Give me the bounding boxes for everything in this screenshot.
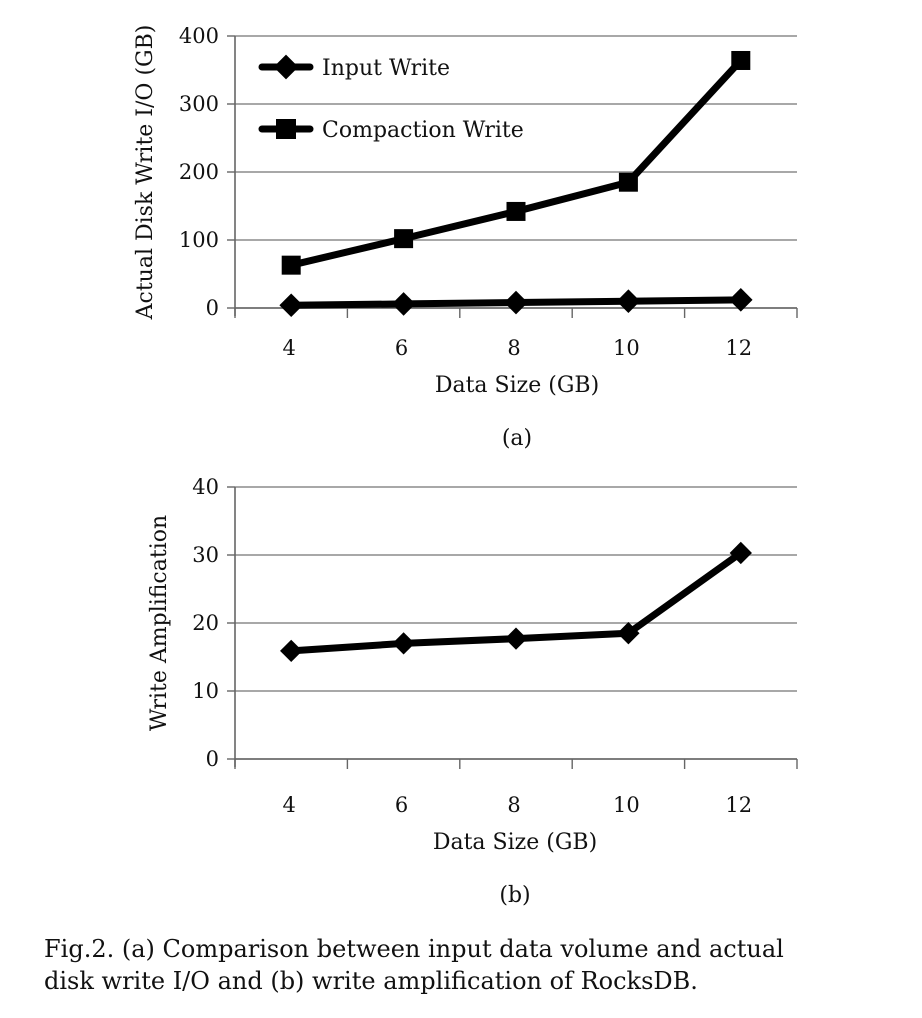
chart-b: 0 10 20 30 40 4 6 8 10 12 Data Size (GB) Write Ampl… [147, 475, 798, 908]
x-tick-label: 4 [283, 336, 296, 360]
y-tick-label: 300 [179, 92, 219, 116]
y-tick-label: 40 [192, 475, 219, 499]
data-point [504, 627, 528, 650]
data-point [506, 201, 526, 221]
figure-caption-line-1: Fig.2. (a) Comparison between input data… [44, 935, 784, 963]
x-axis-title: Data Size (GB) [435, 373, 599, 398]
y-tick-label: 0 [206, 747, 219, 771]
y-axis-title: Write Amplification [147, 515, 172, 731]
data-point [729, 541, 752, 565]
data-point [504, 290, 528, 315]
legend-entry: Input Write [258, 54, 450, 81]
subfigure-label: (b) [499, 883, 530, 908]
data-point [280, 639, 303, 663]
legend-marker [276, 119, 296, 139]
x-tick-label: 10 [613, 336, 640, 360]
y-tick-label: 10 [192, 679, 219, 703]
data-point [616, 289, 641, 313]
data-point [394, 229, 414, 249]
x-tick-label: 6 [395, 336, 408, 360]
data-point [731, 50, 751, 70]
y-axis-title: Actual Disk Write I/O (GB) [133, 25, 158, 321]
y-tick-label: 0 [206, 296, 219, 320]
chart-a: 0 100 200 300 400 4 6 8 10 12 Data Size (GB) Actual… [133, 24, 798, 451]
data-point [391, 292, 416, 316]
series-line [287, 56, 745, 269]
y-tick-label: 400 [179, 24, 219, 48]
data-point [617, 622, 640, 645]
y-tick-label: 20 [192, 611, 219, 635]
data-point [279, 293, 303, 318]
legend-marker [273, 54, 299, 80]
y-tick-label: 30 [192, 543, 219, 567]
y-tick-label: 200 [179, 160, 219, 184]
figure-caption-line-2: disk write I/O and (b) write amplificati… [44, 967, 698, 995]
x-tick-label: 12 [725, 336, 752, 360]
y-tick-label: 100 [179, 228, 219, 252]
data-point [281, 255, 301, 275]
data-point [618, 172, 638, 192]
legend-label: Input Write [322, 56, 450, 81]
legend-label: Compaction Write [322, 118, 524, 143]
x-axis-title: Data Size (GB) [433, 830, 597, 855]
subfigure-label: (a) [502, 426, 532, 451]
x-tick-label: 8 [507, 793, 520, 817]
x-tick-label: 12 [725, 793, 752, 817]
data-point [729, 288, 753, 312]
x-tick-label: 4 [283, 793, 296, 817]
x-tick-label: 10 [613, 793, 640, 817]
data-point [392, 632, 415, 655]
x-tick-label: 6 [395, 793, 408, 817]
x-tick-label: 8 [507, 336, 520, 360]
legend-entry: Compaction Write [258, 118, 524, 143]
